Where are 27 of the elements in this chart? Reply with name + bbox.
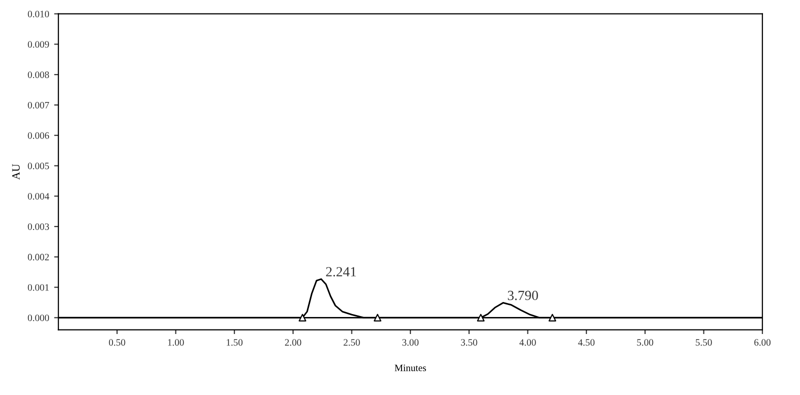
y-tick-label: 0.002: [28, 254, 49, 260]
x-axis-title: Minutes: [394, 364, 426, 372]
x-tick-label: 5.50: [696, 339, 712, 346]
y-tick-label: 0.000: [28, 314, 49, 322]
y-tick-label: 0.007: [28, 102, 50, 108]
x-tick-label: 2.00: [284, 339, 302, 346]
x-tick-label: 3.50: [461, 339, 478, 346]
x-tick-label: 3.00: [402, 339, 419, 346]
annotation: 2.241: [326, 267, 356, 276]
x-tick-label: 1.50: [226, 339, 243, 346]
x-tick-label: 2.50: [344, 339, 360, 346]
y-tick-label: 0.008: [28, 72, 49, 78]
y-tick-label: 0.003: [28, 223, 49, 230]
y-tick-label: 0.004: [28, 193, 50, 200]
y-tick-label: 0.006: [28, 132, 50, 139]
x-tick-label: 4.00: [519, 339, 536, 346]
x-tick-label: 5.00: [637, 339, 654, 346]
x-tick-label: 1.00: [168, 339, 184, 346]
x-tick-label: 0.50: [108, 339, 126, 346]
annotation: 3.790: [508, 290, 538, 300]
x-tick-label: 6.00: [754, 339, 771, 346]
y-tick-label: 0.005: [28, 162, 49, 170]
y-tick-label: 0.001: [28, 284, 49, 291]
x-tick-label: 4.50: [578, 339, 595, 346]
y-tick-label: 0.009: [28, 41, 49, 48]
y-tick-label: 0.010: [28, 10, 49, 18]
y-axis-title: AU: [12, 164, 20, 180]
